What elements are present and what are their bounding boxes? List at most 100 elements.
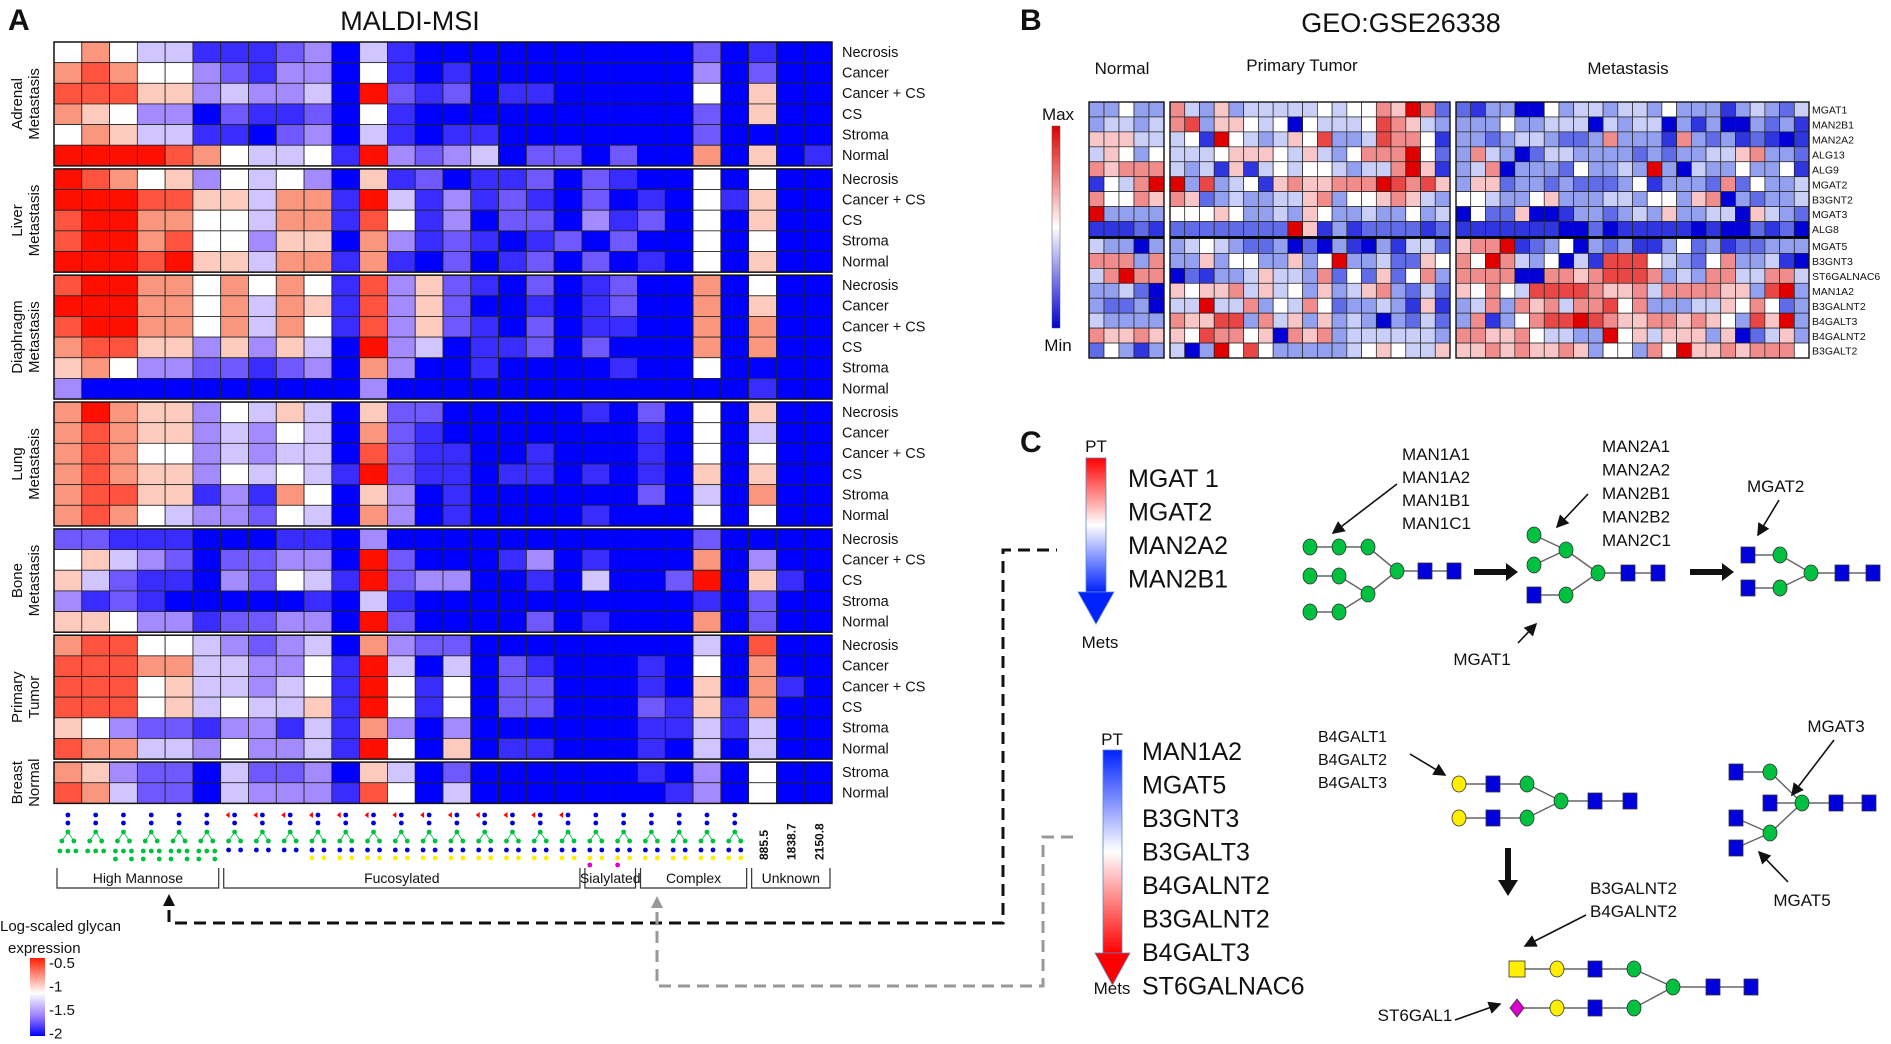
heatmap-cell xyxy=(1470,161,1486,178)
trend-arrow-1-shaft xyxy=(1085,457,1107,593)
heatmap-cell xyxy=(414,590,444,612)
heatmap-cell xyxy=(220,62,249,84)
heatmap-cell xyxy=(776,696,805,719)
heatmap-cell xyxy=(53,442,83,465)
heatmap-cell xyxy=(331,569,361,592)
heatmap-cell xyxy=(1133,282,1150,299)
heatmap-cell xyxy=(303,655,333,677)
heatmap-cell xyxy=(1690,238,1707,254)
heatmap-cell xyxy=(609,124,638,146)
heatmap-cell xyxy=(470,274,499,297)
heatmap-cell xyxy=(1676,146,1692,163)
heatmap-cell xyxy=(1617,101,1633,118)
heatmap-cell xyxy=(1118,312,1135,329)
heatmap-cell xyxy=(192,422,222,444)
heatmap-cell xyxy=(1573,342,1589,359)
heatmap-cell xyxy=(581,209,611,232)
glcnac-square xyxy=(1485,775,1501,793)
gene-name: MAN2B1 xyxy=(1128,566,1228,594)
heatmap-cell xyxy=(1148,297,1165,314)
heatmap-cell xyxy=(1661,297,1677,314)
heatmap-cell xyxy=(1434,146,1451,163)
heatmap-cell xyxy=(1331,253,1348,269)
heatmap-cell xyxy=(414,274,444,297)
heatmap-cell xyxy=(220,357,249,379)
heatmap-cell xyxy=(1735,282,1751,299)
heatmap-cell xyxy=(248,144,277,167)
glycan-residue xyxy=(627,855,633,861)
heatmap-cell xyxy=(553,209,583,232)
pointer-arrow xyxy=(1791,739,1835,797)
group-label-word: Metastasis xyxy=(26,185,43,257)
heatmap-cell xyxy=(581,782,611,804)
heatmap-cell xyxy=(1287,116,1303,133)
glycan-residue xyxy=(93,812,99,818)
row-label: Stroma xyxy=(842,127,890,143)
heatmap-cell xyxy=(803,336,833,359)
heatmap-cell xyxy=(81,124,110,146)
heatmap-cell xyxy=(1646,342,1663,359)
heatmap-cell xyxy=(1148,116,1165,133)
row-label: CS xyxy=(842,573,862,589)
glycan-residue xyxy=(309,855,315,861)
heatmap-cell xyxy=(275,124,305,146)
heatmap-cell xyxy=(1720,161,1736,178)
connector-line-gray xyxy=(655,835,1074,988)
heatmap-cell xyxy=(664,696,694,719)
heatmap-cell xyxy=(1302,327,1318,344)
heatmap-cell xyxy=(498,295,527,317)
heatmap-cell xyxy=(248,676,277,698)
glcnac-square xyxy=(1861,794,1877,812)
heatmap-cell xyxy=(498,634,527,657)
heatmap-cell xyxy=(470,124,499,146)
heatmap-cell xyxy=(748,717,777,739)
heatmap-cell xyxy=(1690,282,1707,299)
heatmap-cell xyxy=(109,442,138,465)
heatmap-cell xyxy=(387,782,416,804)
heatmap-cell xyxy=(1133,146,1150,163)
heatmap-cell xyxy=(1184,176,1200,192)
heatmap-cell xyxy=(414,738,444,760)
heatmap-cell xyxy=(553,484,583,506)
heatmap-cell xyxy=(1103,101,1120,118)
heatmap-cell xyxy=(776,274,805,297)
heatmap-cell xyxy=(664,463,694,486)
heatmap-cell xyxy=(1529,206,1545,222)
heatmap-cell xyxy=(748,738,777,760)
heatmap-cell xyxy=(581,528,611,551)
heatmap-cell xyxy=(1690,253,1707,269)
heatmap-cell xyxy=(664,357,694,379)
heatmap-cell xyxy=(220,316,249,338)
heatmap-cell xyxy=(720,504,750,527)
heatmap-cell xyxy=(1779,282,1795,299)
heatmap-cell xyxy=(525,463,555,486)
glycan-residue xyxy=(454,812,460,818)
heatmap-cell xyxy=(1375,342,1392,359)
heatmap-cell xyxy=(1514,131,1530,148)
heatmap-cell xyxy=(581,696,611,719)
heatmap-cell xyxy=(414,316,444,338)
heatmap-cell xyxy=(81,463,110,486)
heatmap-cell xyxy=(442,168,472,190)
heatmap-cell xyxy=(1118,101,1135,118)
heatmap-cell xyxy=(1602,101,1619,118)
heatmap-cell xyxy=(1420,116,1436,133)
sample-block-frame xyxy=(1455,101,1810,359)
heatmap-cell xyxy=(136,761,166,784)
heatmap-cell xyxy=(1287,131,1303,148)
heatmap-cell xyxy=(1118,268,1135,284)
heatmap-cell xyxy=(275,738,305,760)
heatmap-cell xyxy=(1735,191,1751,207)
heatmap-cell xyxy=(1088,312,1105,329)
heatmap-cell xyxy=(414,295,444,317)
heatmap-cell xyxy=(1317,342,1333,359)
heatmap-cell xyxy=(1499,191,1516,207)
heatmap-cell xyxy=(803,124,833,146)
heatmap-cell xyxy=(525,82,555,105)
mannose-circle xyxy=(1772,546,1788,564)
heatmap-cell xyxy=(1169,327,1186,344)
heatmap-cell xyxy=(1764,268,1780,284)
row-label: Necrosis xyxy=(842,278,898,294)
pointer-arrow xyxy=(1454,1001,1502,1021)
heatmap-cell xyxy=(692,590,722,612)
